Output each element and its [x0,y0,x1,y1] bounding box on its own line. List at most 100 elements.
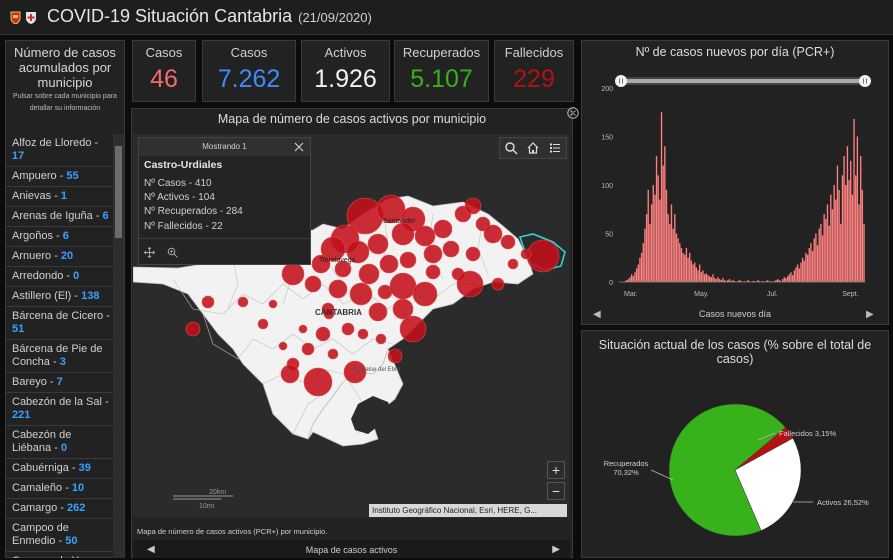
case-circle[interactable] [375,333,387,345]
list-item[interactable]: Campoo de Yuso - 11 [5,552,117,558]
daily-bar[interactable] [805,252,807,282]
list-item[interactable]: Campoo de Enmedio - 50 [5,519,117,552]
daily-bar[interactable] [624,281,626,282]
daily-bar[interactable] [722,278,724,282]
case-circle[interactable] [185,321,201,337]
case-circle[interactable] [358,263,380,285]
daily-bar[interactable] [659,199,661,282]
daily-bar[interactable] [723,280,726,282]
daily-bar[interactable] [846,146,849,282]
daily-cases-chart[interactable]: 200 150 100 50 0 Mar. May. Jul. Sept. ◀ ▶ Casos… [581,40,889,325]
daily-bar[interactable] [679,243,681,282]
daily-bar[interactable] [657,175,659,282]
case-status-pie[interactable]: Fallecidos 3,15% Activos 26,52% Recupera… [581,330,889,558]
daily-bar[interactable] [778,280,781,282]
case-circle[interactable] [320,236,346,262]
case-circle[interactable] [526,239,560,273]
case-circle[interactable] [456,270,484,298]
daily-bar[interactable] [685,248,688,282]
case-circle[interactable] [304,275,322,293]
daily-bar[interactable] [777,279,779,282]
case-circle[interactable] [399,251,417,269]
daily-bar[interactable] [747,280,749,282]
case-circle[interactable] [423,244,443,264]
daily-bar[interactable] [780,281,782,282]
case-circle[interactable] [334,260,352,278]
daily-bar[interactable] [815,233,817,283]
daily-bar[interactable] [672,228,674,282]
daily-bar[interactable] [831,209,834,282]
daily-bar[interactable] [841,175,844,282]
case-circle[interactable] [368,302,388,322]
case-circle[interactable] [500,234,516,250]
case-circle[interactable] [412,281,438,307]
daily-bar[interactable] [625,280,628,282]
daily-bar[interactable] [738,280,741,282]
daily-bar[interactable] [833,185,835,282]
case-circle[interactable] [433,219,453,239]
daily-bar[interactable] [669,223,671,282]
daily-bar[interactable] [718,279,721,282]
range-end-handle[interactable] [859,75,871,87]
case-circle[interactable] [520,248,532,260]
list-item[interactable]: Astillero (El) - 138 [5,287,117,307]
list-item[interactable]: Bárcena de Cicero - 51 [5,307,117,340]
list-item[interactable]: Cabuérniga - 39 [5,459,117,479]
chart-prev-arrow[interactable]: ◀ [593,309,601,320]
list-item[interactable]: Arnuero - 20 [5,247,117,267]
daily-bar[interactable] [836,165,839,282]
daily-bar[interactable] [767,280,769,282]
daily-bar[interactable] [699,264,701,282]
daily-bar[interactable] [642,243,644,282]
daily-bar[interactable] [720,280,722,282]
daily-bar[interactable] [782,279,784,282]
case-circle[interactable] [367,233,389,255]
case-circle[interactable] [278,341,288,351]
case-circle[interactable] [298,324,308,334]
pie-slice-recuperados[interactable] [668,403,786,537]
daily-bar[interactable] [861,189,864,282]
case-circles[interactable] [185,194,560,397]
daily-bar[interactable] [655,155,658,282]
daily-bar[interactable] [796,264,799,282]
list-scrollbar-thumb[interactable] [115,146,122,238]
daily-bar[interactable] [795,267,797,282]
daily-bar[interactable] [848,180,850,282]
daily-bar[interactable] [692,264,694,282]
daily-bar[interactable] [826,204,829,282]
case-circle[interactable] [281,262,305,286]
daily-bar[interactable] [727,280,729,282]
daily-bar[interactable] [825,218,827,282]
case-circle[interactable] [465,246,481,262]
daily-bar[interactable] [730,281,732,282]
daily-bar[interactable] [708,276,711,282]
daily-bar[interactable] [801,257,804,282]
daily-bar[interactable] [647,189,649,282]
case-circle[interactable] [392,298,414,320]
daily-bar[interactable] [680,248,683,282]
daily-bar[interactable] [644,228,646,282]
daily-bar[interactable] [652,185,654,282]
map-canvas[interactable]: Santander Torrelavega CANTABRIA Embalse … [133,134,570,518]
daily-bar[interactable] [830,194,832,282]
case-circle[interactable] [399,315,427,343]
daily-bar[interactable] [808,248,810,282]
daily-bar[interactable] [843,155,845,282]
list-item[interactable]: Ampuero - 55 [5,167,117,187]
zoom-icon[interactable] [167,247,178,258]
expand-icon[interactable] [567,107,579,119]
daily-bar[interactable] [732,280,734,282]
daily-bar[interactable] [855,175,857,282]
daily-bar[interactable] [733,281,736,282]
case-circle[interactable] [328,279,348,299]
daily-bar[interactable] [853,119,855,282]
daily-bar[interactable] [790,272,792,282]
daily-bar[interactable] [813,238,815,282]
case-circle[interactable] [389,272,417,300]
daily-bar[interactable] [687,257,689,282]
daily-bar[interactable] [788,274,791,282]
list-icon[interactable] [548,141,562,155]
active-cases-map[interactable]: Santander Torrelavega CANTABRIA Embalse … [133,134,570,518]
feature-popup[interactable]: Mostrando 1 Castro-Urdiales Nº Casos - 4… [138,137,311,265]
daily-bar[interactable] [762,281,764,282]
